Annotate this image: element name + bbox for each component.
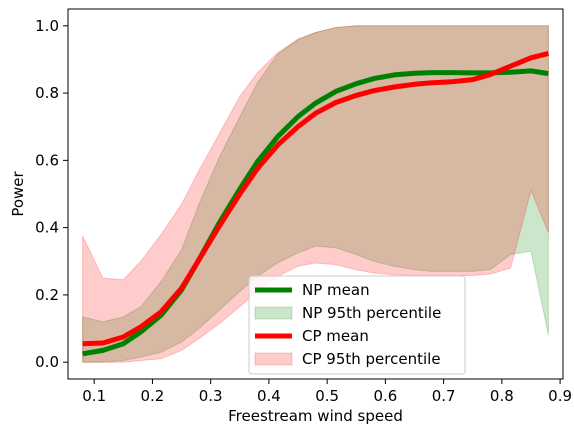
x-tick-label: 0.5 xyxy=(315,387,339,405)
x-tick-label: 0.4 xyxy=(257,387,281,405)
np-95th-percentile-band xyxy=(82,25,549,363)
legend-entry-label: CP 95th percentile xyxy=(302,350,441,368)
line-layer xyxy=(82,50,550,357)
legend-box xyxy=(248,275,466,375)
y-axis-label: Power xyxy=(9,170,27,216)
y-tick-label: 0.8 xyxy=(35,84,59,102)
x-tick-label: 0.2 xyxy=(141,387,165,405)
x-tick-label: 0.3 xyxy=(199,387,223,405)
np-mean-line xyxy=(82,68,549,357)
y-tick-label: 1.0 xyxy=(35,17,59,35)
legend: NP mean NP 95th percentile CP mean CP 95th … xyxy=(248,275,466,375)
y-tick-label: 0.4 xyxy=(35,219,59,237)
legend-band-swatch xyxy=(254,352,293,366)
x-tick-label: 0.7 xyxy=(432,387,456,405)
x-tick-label: 0.6 xyxy=(373,387,397,405)
x-tick-label: 0.8 xyxy=(490,387,514,405)
cp-mean-line xyxy=(82,50,550,347)
legend-entry-label: CP mean xyxy=(302,327,369,345)
band-layer xyxy=(82,25,549,363)
x-axis-label: Freestream wind speed xyxy=(228,407,403,425)
legend-entry-label: NP mean xyxy=(302,281,370,299)
cp-95th-percentile-band xyxy=(82,25,549,363)
y-tick-label: 0.6 xyxy=(35,151,59,169)
plot-frame xyxy=(67,8,564,380)
x-tick-label: 0.1 xyxy=(82,387,106,405)
y-tick-label: 0.0 xyxy=(35,353,59,371)
y-tick-label: 0.2 xyxy=(35,286,59,304)
x-axis: 0.1 0.2 0.3 0.4 0.5 0.6 0.7 0.8 0.9 xyxy=(82,379,572,405)
y-axis: 0.0 0.2 0.4 0.6 0.8 1.0 xyxy=(35,17,68,371)
legend-entry-label: NP 95th percentile xyxy=(302,304,441,322)
x-tick-label: 0.9 xyxy=(548,387,572,405)
legend-band-swatch xyxy=(254,306,293,320)
